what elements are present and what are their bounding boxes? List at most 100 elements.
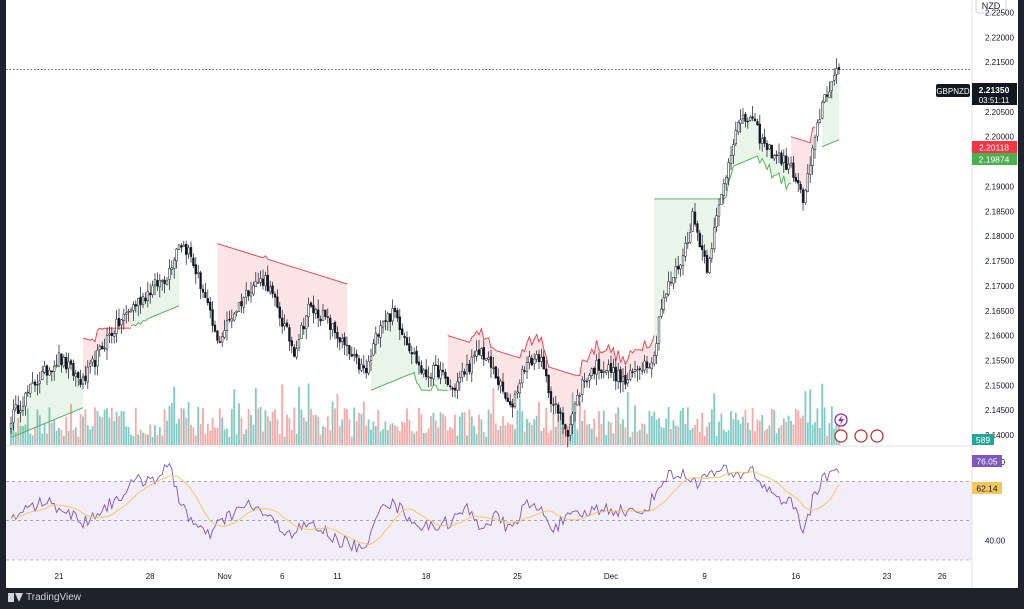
- time-tick-label: Nov: [217, 572, 231, 581]
- candle-body: [821, 102, 824, 119]
- candle-body: [619, 369, 622, 383]
- candle-body: [434, 364, 437, 366]
- candle-body: [84, 375, 87, 381]
- volume-bar: [250, 415, 252, 445]
- volume-bar: [286, 414, 288, 445]
- uk-flag-icon[interactable]: [870, 429, 884, 443]
- price-tick-label: 2.14500: [985, 406, 1014, 415]
- candle-body: [365, 368, 368, 374]
- candle-body: [122, 314, 125, 321]
- chart-area[interactable]: NZD 2.225002.220002.215002.210002.205002…: [6, 0, 1018, 588]
- volume-bar: [679, 410, 682, 445]
- volume-bar: [211, 417, 214, 445]
- candle-body: [377, 334, 380, 337]
- volume-bar: [70, 404, 72, 445]
- volume-bar: [480, 419, 483, 445]
- candle-body: [180, 245, 183, 248]
- volume-bar: [302, 417, 305, 445]
- candle-body: [240, 301, 243, 307]
- volume-bar: [110, 407, 113, 445]
- volume-bar: [86, 425, 89, 445]
- volume-bar: [89, 429, 92, 445]
- candle-body: [501, 381, 505, 392]
- volume-bar: [732, 419, 735, 445]
- candle-body: [701, 245, 704, 251]
- candle-body: [391, 308, 394, 322]
- volume-bar: [60, 429, 63, 445]
- volume-bar: [691, 427, 694, 445]
- volume-bar: [204, 434, 207, 445]
- volume-bar: [665, 418, 668, 445]
- uk-flag-icon[interactable]: [834, 429, 848, 443]
- volume-bar: [485, 436, 488, 445]
- volume-bar: [233, 389, 236, 445]
- candle-body: [218, 341, 221, 343]
- candle-body: [677, 266, 680, 270]
- volume-bar: [758, 420, 761, 445]
- candle-body: [732, 144, 735, 156]
- candle-body: [144, 297, 147, 302]
- candle-body: [461, 370, 464, 378]
- candle-body: [230, 318, 233, 322]
- volume-bar: [470, 416, 473, 445]
- candle-body: [797, 180, 800, 184]
- event-markers[interactable]: [834, 413, 884, 443]
- time-axis[interactable]: 21 28 Nov 6 11 18 25 Dec 9 16 23 26: [55, 572, 948, 581]
- supertrend-line: [447, 327, 655, 377]
- volume-bar: [290, 429, 293, 445]
- volume-bar: [773, 410, 776, 445]
- volume-bar: [365, 425, 368, 445]
- candle-body: [161, 280, 164, 282]
- candle-body: [672, 276, 675, 284]
- candle-body: [372, 343, 375, 356]
- volume-bar: [314, 415, 317, 445]
- volume-bar: [792, 424, 795, 445]
- volume-bar: [149, 424, 152, 445]
- candle-body: [602, 371, 605, 373]
- countdown-value: 03:51:11: [979, 96, 1010, 105]
- candle-body: [194, 264, 197, 275]
- uk-flag-icon[interactable]: [854, 429, 868, 443]
- volume-bar: [386, 430, 389, 445]
- candle-body: [559, 412, 562, 414]
- candle-body: [758, 123, 761, 144]
- candle-body: [437, 365, 440, 378]
- volume-bar: [355, 421, 358, 445]
- candle-body: [739, 119, 742, 124]
- volume-bar: [31, 435, 34, 445]
- volume-bar: [154, 425, 156, 445]
- volume-bar: [353, 407, 356, 445]
- candle-body: [537, 354, 541, 362]
- candle-body: [348, 345, 351, 355]
- candle-body: [259, 278, 262, 283]
- volume-bar: [612, 433, 615, 445]
- candle-body: [525, 362, 529, 372]
- candle-body: [809, 164, 812, 175]
- candles[interactable]: [9, 58, 841, 448]
- candle-body: [789, 162, 793, 166]
- volume-bar: [667, 406, 670, 445]
- currency-badge[interactable]: [975, 0, 1007, 14]
- candle-body: [223, 330, 226, 338]
- volume-bar: [427, 428, 430, 445]
- volume-bar: [84, 409, 87, 445]
- candle-body: [830, 81, 833, 91]
- volume-bar: [701, 412, 704, 445]
- volume-bar: [65, 416, 68, 445]
- volume-bar: [782, 418, 785, 445]
- chart-svg[interactable]: NZD 2.225002.220002.215002.210002.205002…: [6, 0, 1018, 588]
- candle-body: [125, 312, 128, 315]
- tradingview-logo[interactable]: TradingView: [8, 592, 81, 603]
- volume-bar: [336, 393, 339, 445]
- candle-body: [389, 313, 392, 322]
- candle-body: [305, 315, 308, 330]
- candle-body: [264, 275, 267, 287]
- candle-body: [643, 360, 646, 371]
- volume-bar: [389, 424, 392, 445]
- volume-bar: [310, 408, 312, 445]
- volume-bar: [319, 434, 322, 445]
- candle-body: [825, 94, 829, 97]
- rsi-line: [10, 462, 840, 553]
- candle-body: [153, 279, 157, 286]
- volume-bar: [538, 401, 540, 445]
